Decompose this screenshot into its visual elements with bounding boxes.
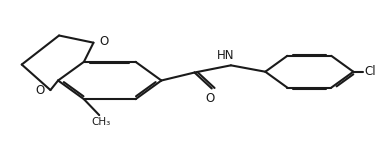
Text: O: O	[35, 84, 45, 97]
Text: O: O	[205, 92, 214, 105]
Text: CH₃: CH₃	[91, 117, 111, 127]
Text: HN: HN	[217, 49, 234, 62]
Text: O: O	[99, 35, 108, 48]
Text: Cl: Cl	[365, 65, 376, 78]
